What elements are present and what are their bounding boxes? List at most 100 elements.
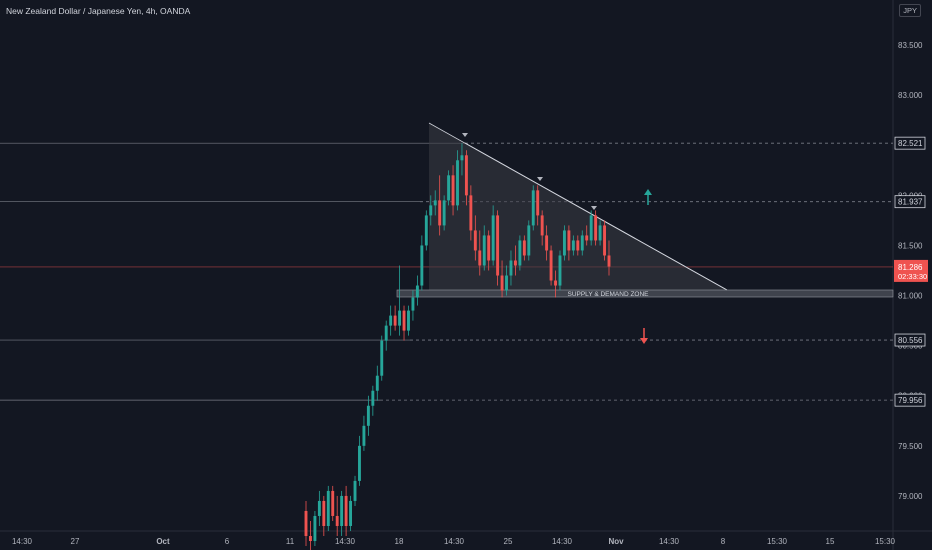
candle-body	[407, 310, 410, 331]
candle-body	[322, 500, 326, 526]
x-tick-label: 15	[826, 537, 835, 546]
candle-body	[496, 215, 500, 276]
level-label-box	[894, 393, 926, 407]
candle-body	[309, 536, 312, 542]
candle-body	[349, 500, 353, 526]
candle-body	[545, 235, 549, 251]
y-tick-label: 81.500	[898, 241, 923, 250]
peak-marker	[591, 206, 597, 210]
y-tick-label: 83.500	[898, 41, 923, 50]
candle-body	[473, 230, 477, 251]
x-tick-label: 14:30	[659, 537, 680, 546]
candle-body	[460, 155, 464, 161]
y-tick-label: 83.000	[898, 91, 923, 100]
candle-body	[317, 500, 321, 516]
candle-body	[585, 235, 589, 241]
candle-body	[402, 310, 406, 331]
current-price-box	[894, 259, 928, 282]
currency-badge[interactable]: JPY	[899, 4, 921, 17]
candle-body	[478, 250, 482, 266]
candle-body	[442, 200, 446, 226]
x-tick-label: 25	[504, 537, 513, 546]
level-label-support: 80.556	[898, 336, 923, 345]
candle-body	[536, 190, 540, 216]
candle-body	[518, 240, 522, 266]
supply-demand-zone	[396, 289, 894, 298]
x-tick-label: 15:30	[875, 537, 896, 546]
candle-body	[505, 275, 508, 291]
peak-marker	[462, 133, 468, 137]
candle-body	[313, 515, 317, 542]
level-label-box	[894, 136, 926, 150]
candle-body	[433, 200, 437, 206]
candle-body	[411, 297, 415, 311]
candle-body	[491, 215, 495, 261]
candle-body	[540, 215, 544, 236]
candle-body	[393, 315, 397, 326]
candle-body	[513, 260, 517, 266]
up-arrow-head	[644, 189, 652, 195]
x-tick-label: 15:30	[767, 537, 788, 546]
candle-body	[554, 280, 557, 286]
level-label-box	[894, 195, 926, 209]
candle-body	[398, 310, 402, 326]
x-tick-label: Oct	[156, 537, 170, 546]
candle-body	[389, 315, 393, 326]
candle-body	[482, 235, 486, 266]
candle-body	[358, 445, 361, 481]
x-tick-label: 6	[225, 537, 230, 546]
candle-body	[362, 425, 366, 446]
candle-body	[607, 255, 611, 267]
candles	[304, 143, 611, 550]
current-price-label: 81.286	[898, 263, 923, 272]
candle-body	[415, 285, 419, 298]
candle-body	[500, 275, 504, 291]
level-label-target-high: 81.937	[898, 198, 923, 207]
candle-body	[576, 240, 580, 251]
candle-body	[340, 495, 344, 526]
candle-body	[531, 190, 535, 226]
candle-body	[384, 325, 388, 341]
candle-body	[304, 510, 308, 537]
candle-body	[456, 160, 459, 206]
candle-body	[469, 195, 473, 231]
candle-body	[522, 240, 526, 256]
candle-body	[375, 375, 379, 391]
annotations	[462, 133, 652, 344]
candle-body	[438, 200, 442, 226]
x-tick-label: 18	[395, 537, 404, 546]
level-label-box	[894, 333, 926, 347]
candle-body	[603, 225, 606, 256]
candle-body	[366, 405, 370, 426]
candle-body	[353, 480, 357, 501]
symbol-title[interactable]: New Zealand Dollar / Japanese Yen, 4h, O…	[6, 6, 191, 16]
x-tick-label: 14:30	[444, 537, 465, 546]
candle-body	[594, 215, 598, 241]
candle-body	[464, 155, 468, 196]
candle-body	[371, 390, 375, 406]
candle-body	[527, 225, 531, 256]
level-label-resistance: 82.521	[898, 139, 923, 148]
candle-body	[558, 255, 562, 286]
candle-body	[509, 260, 513, 276]
candle-body	[451, 175, 455, 206]
time-axis[interactable]: 14:30 27 Oct 6 11 14:30 18 14:30 25 14:30 Nov 14:30…	[12, 537, 896, 546]
candle-body	[571, 240, 575, 251]
x-tick-label: 27	[71, 537, 80, 546]
y-tick-label: 79.000	[898, 492, 923, 501]
countdown-label: 02:33:30	[898, 272, 927, 281]
candle-body	[424, 215, 428, 246]
candle-body	[589, 215, 593, 241]
y-tick-label: 81.000	[898, 292, 923, 301]
candle-body	[562, 230, 566, 256]
candle-body	[447, 175, 451, 201]
candle-body	[567, 230, 571, 251]
x-tick-label: 8	[721, 537, 726, 546]
x-tick-label: Nov	[608, 537, 624, 546]
candle-body	[420, 245, 424, 286]
candle-body	[429, 205, 433, 216]
x-tick-label: 14:30	[335, 537, 356, 546]
